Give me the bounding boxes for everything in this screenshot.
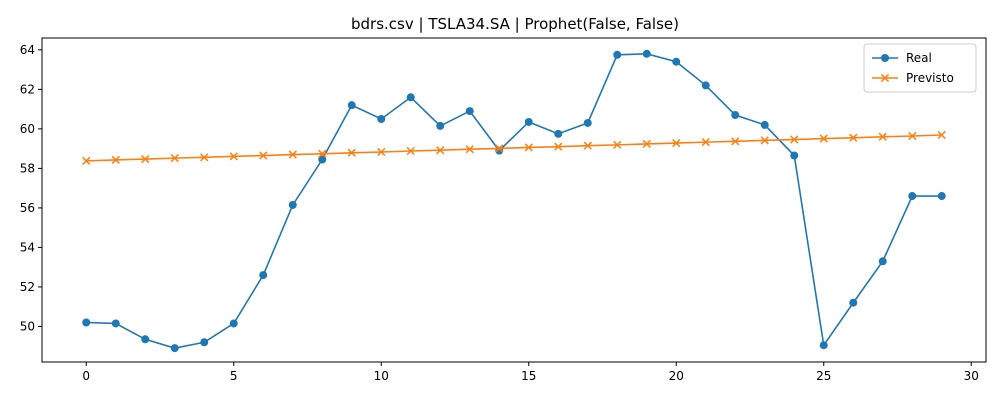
data-point <box>554 142 563 151</box>
legend-box <box>863 43 977 93</box>
data-point <box>908 131 917 141</box>
series-line <box>86 134 942 162</box>
data-point <box>731 111 740 120</box>
data-point <box>111 319 120 328</box>
x-tick-label: 30 <box>964 369 979 383</box>
data-point <box>200 338 209 347</box>
data-point <box>642 49 651 58</box>
data-point <box>790 135 799 144</box>
data-point <box>790 151 799 160</box>
y-tick-label: 58 <box>20 161 35 175</box>
data-point <box>849 133 858 142</box>
y-tick-label: 54 <box>20 240 35 254</box>
series-line <box>86 53 942 349</box>
data-point <box>288 150 297 159</box>
data-point <box>259 151 268 160</box>
x-axis: 0 5 10 15 20 25 30 <box>82 362 979 383</box>
series-previsto <box>82 130 946 166</box>
data-point <box>613 140 622 150</box>
series-layer <box>82 49 946 353</box>
data-point <box>760 120 769 129</box>
data-point <box>554 129 563 138</box>
data-point <box>849 298 858 307</box>
y-tick-label: 56 <box>20 201 35 215</box>
data-point <box>731 137 740 146</box>
data-point <box>672 57 681 66</box>
data-point <box>200 153 209 162</box>
data-point <box>819 341 828 350</box>
x-tick-label: 15 <box>521 369 536 383</box>
y-tick-label: 52 <box>20 280 35 294</box>
data-point <box>141 335 150 344</box>
data-point <box>170 344 179 353</box>
data-point <box>642 139 651 149</box>
plot-area <box>41 37 987 363</box>
y-tick-label: 64 <box>20 43 35 57</box>
data-point <box>141 154 150 164</box>
data-point <box>672 138 681 148</box>
y-tick-label: 62 <box>20 82 35 96</box>
x-tick-label: 0 <box>82 369 90 383</box>
data-point <box>377 115 386 123</box>
legend-marker <box>880 73 890 83</box>
x-tick-label: 10 <box>374 369 389 383</box>
data-point <box>937 192 946 201</box>
data-point <box>82 156 91 166</box>
data-point <box>347 101 356 110</box>
chart-title: bdrs.csv | TSLA34.SA | Prophet(False, Fa… <box>351 15 679 33</box>
data-point <box>613 50 622 59</box>
legend-label: Previsto <box>906 71 954 85</box>
data-point <box>170 153 179 163</box>
data-point <box>701 137 710 147</box>
data-point <box>465 107 474 116</box>
data-point <box>436 146 445 155</box>
x-tick-label: 20 <box>669 369 684 383</box>
data-point <box>937 130 946 140</box>
data-point <box>229 319 238 328</box>
data-point <box>583 141 592 150</box>
data-point <box>436 121 445 130</box>
data-point <box>82 318 91 327</box>
y-tick-label: 60 <box>20 122 35 136</box>
data-point <box>760 136 769 145</box>
data-point <box>524 143 533 152</box>
series-real <box>82 49 946 353</box>
legend-item: Real <box>872 51 932 65</box>
data-point <box>318 149 327 158</box>
data-point <box>819 134 828 143</box>
data-point <box>318 155 327 164</box>
x-tick-label: 25 <box>816 369 831 383</box>
legend-marker <box>881 54 889 62</box>
data-point <box>878 132 887 141</box>
data-point <box>259 271 268 280</box>
data-point <box>347 148 356 157</box>
y-axis: 50 52 54 56 58 60 62 64 <box>20 43 42 333</box>
data-point <box>406 146 415 156</box>
legend: Real Previsto <box>863 43 977 93</box>
x-tick-label: 5 <box>230 369 238 383</box>
data-point <box>583 118 592 127</box>
data-point <box>495 144 504 153</box>
data-point <box>465 145 474 154</box>
data-point <box>878 257 887 266</box>
legend-label: Real <box>906 51 932 65</box>
y-tick-label: 50 <box>20 319 35 333</box>
data-point <box>377 147 386 157</box>
data-point <box>406 93 415 102</box>
data-point <box>524 117 533 126</box>
plot-frame <box>41 37 987 363</box>
data-point <box>229 152 238 161</box>
data-point <box>908 192 917 201</box>
data-point <box>288 200 297 209</box>
legend-item: Previsto <box>872 71 954 85</box>
data-point <box>111 155 120 165</box>
data-point <box>701 81 710 90</box>
